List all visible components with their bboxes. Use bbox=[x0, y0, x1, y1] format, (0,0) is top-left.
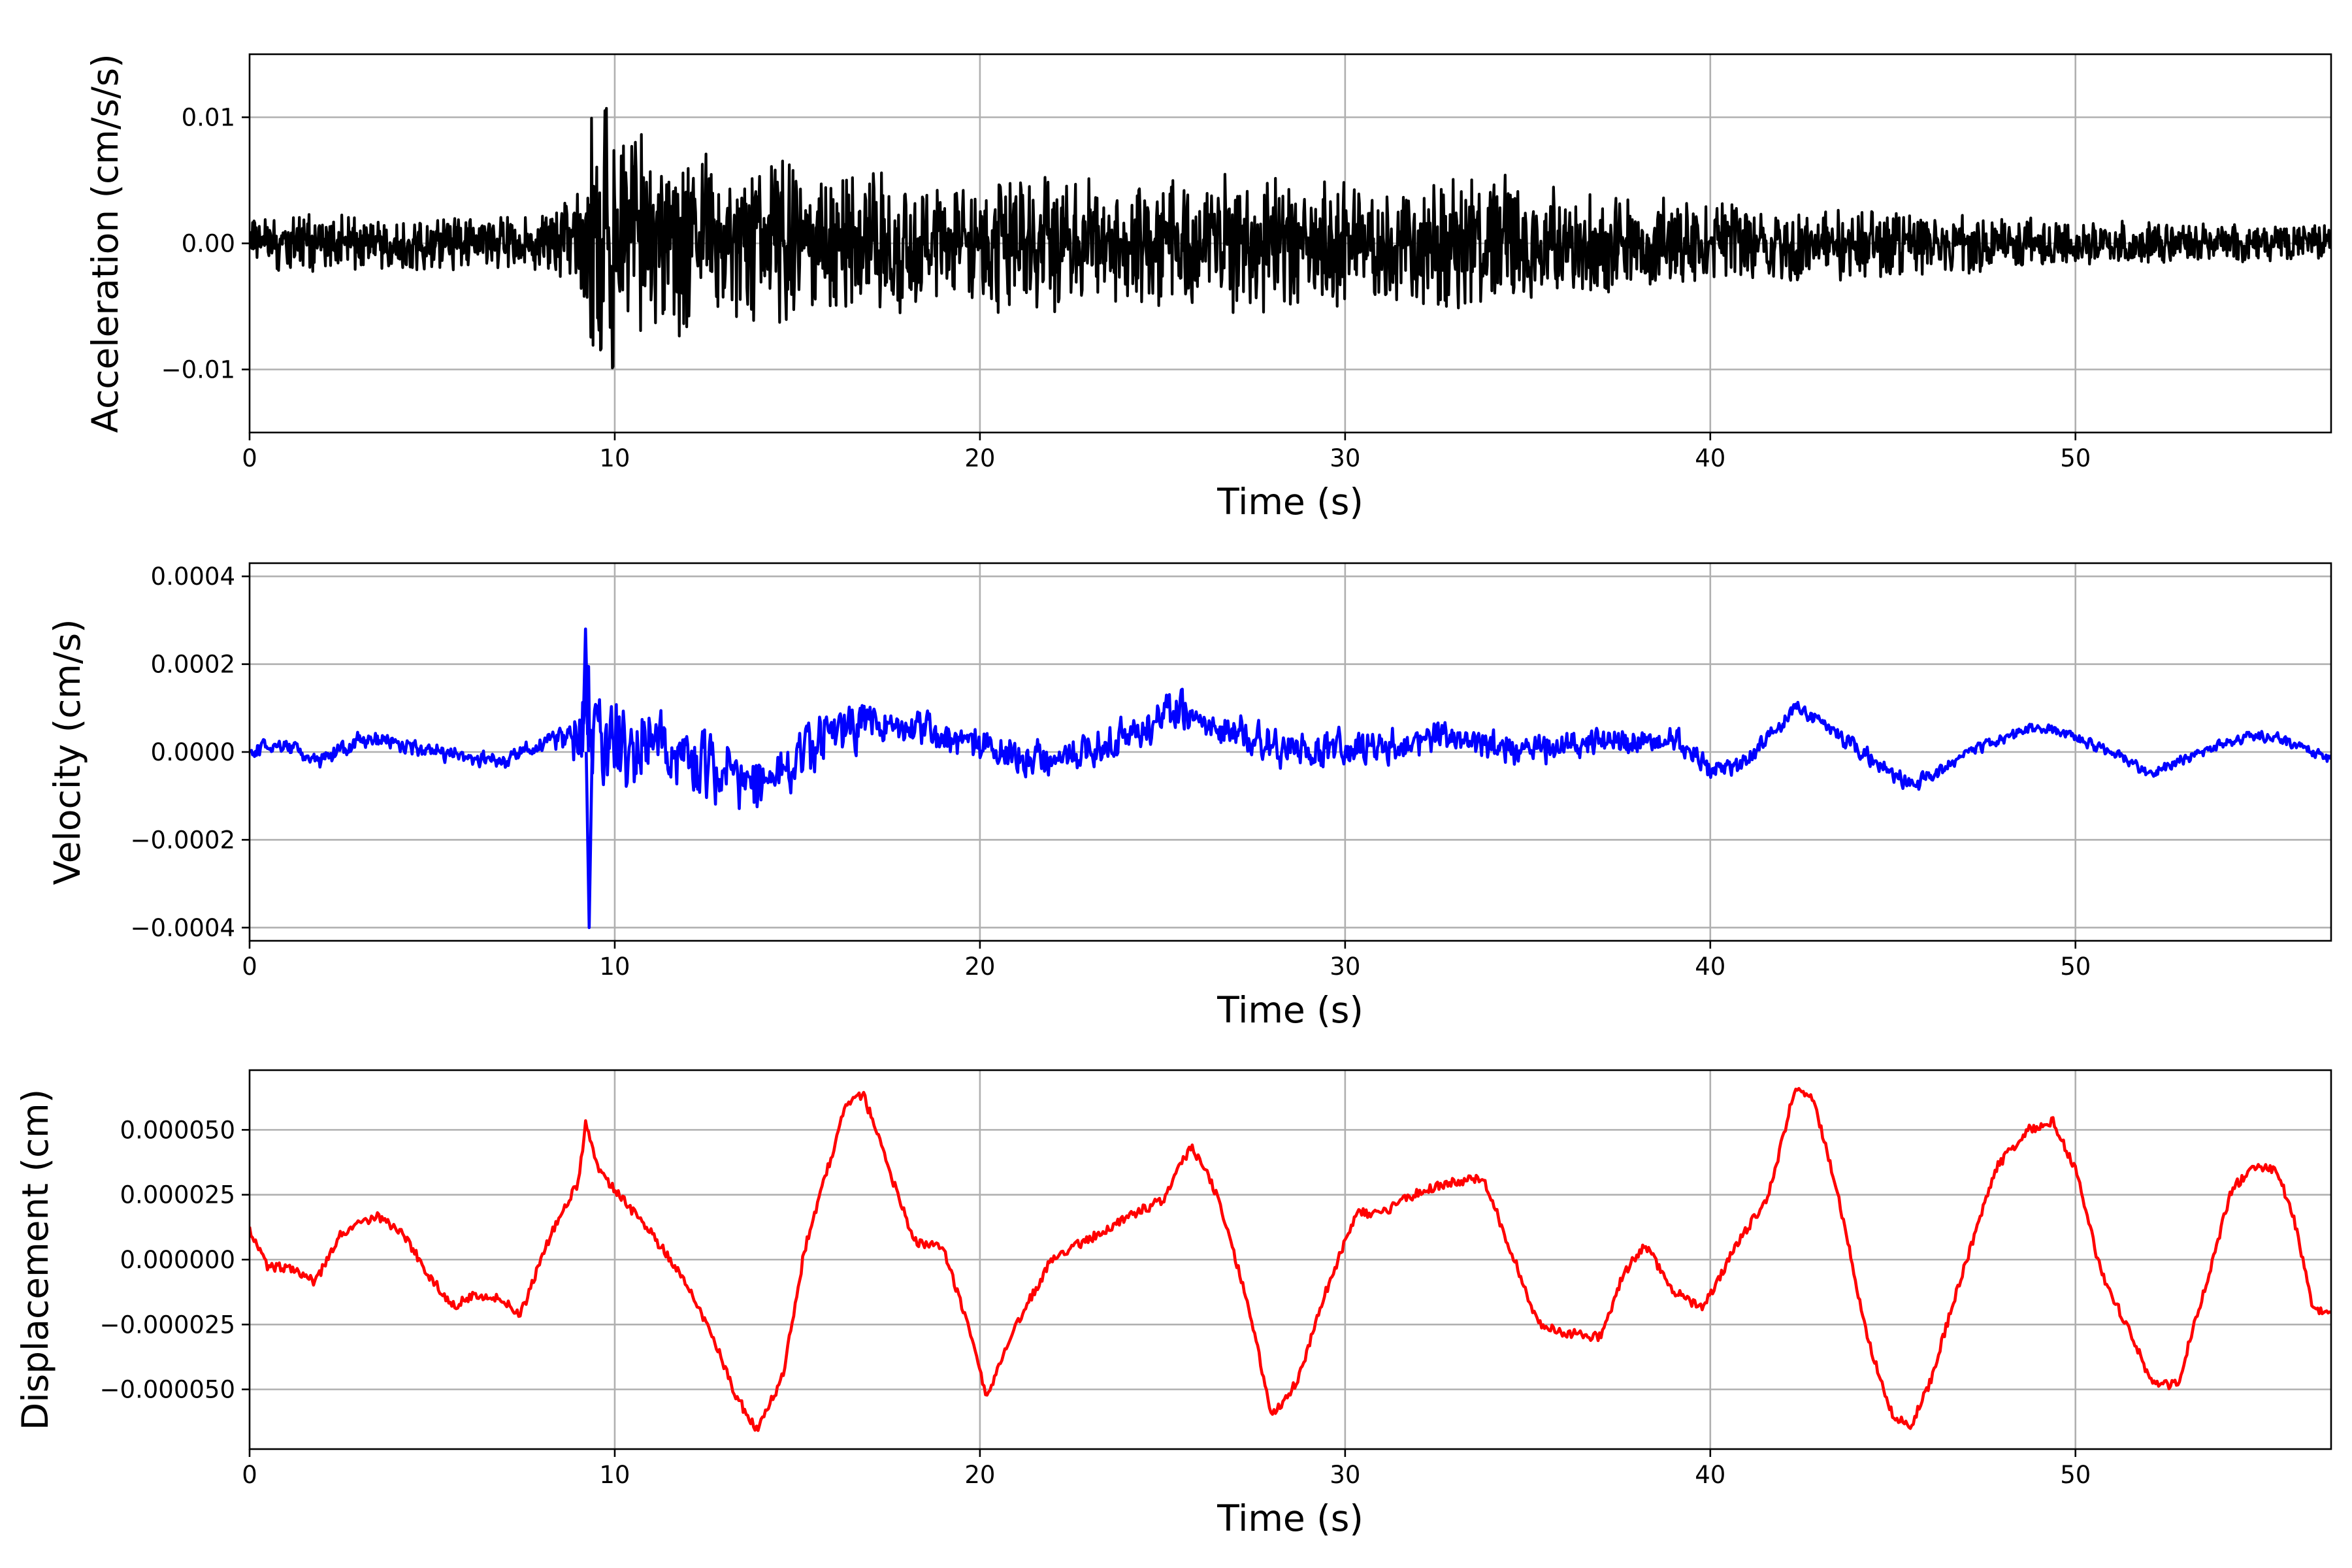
acceleration-y-tick-label: 0.00 bbox=[182, 230, 235, 258]
velocity-y-tick-label: 0.0000 bbox=[151, 738, 235, 766]
displacement-y-tick-label: 0.000050 bbox=[120, 1116, 235, 1144]
acceleration-x-tick-label: 20 bbox=[964, 444, 995, 472]
acceleration-x-tick-label: 50 bbox=[2060, 444, 2091, 472]
displacement-y-tick-label: −0.000025 bbox=[99, 1311, 235, 1339]
displacement-x-tick-label: 0 bbox=[242, 1461, 257, 1489]
acceleration-y-axis-label: Acceleration (cm/s/s) bbox=[84, 54, 126, 433]
displacement-y-tick-label: 0.000000 bbox=[120, 1246, 235, 1274]
velocity-x-tick-label: 10 bbox=[599, 953, 630, 981]
velocity-panel: 0 10 20 30 40 50 −0.0004 −0.0002 0.0000 0.0002 0.0… bbox=[46, 562, 2332, 1031]
displacement-x-tick-label: 30 bbox=[1330, 1461, 1360, 1489]
velocity-y-axis-label: Velocity (cm/s) bbox=[46, 619, 88, 885]
acceleration-x-tick-label: 0 bbox=[242, 444, 257, 472]
displacement-panel: 0 10 20 30 40 50 −0.000050 −0.000025 0.000000 0.0… bbox=[14, 1069, 2332, 1539]
displacement-y-tick-label: −0.000050 bbox=[99, 1376, 235, 1404]
acceleration-x-tick-label: 40 bbox=[1695, 444, 1725, 472]
displacement-x-tick-label: 10 bbox=[599, 1461, 630, 1489]
acceleration-x-tick-label: 30 bbox=[1330, 444, 1360, 472]
acceleration-x-tick-label: 10 bbox=[599, 444, 630, 472]
displacement-x-tick-label: 20 bbox=[964, 1461, 995, 1489]
velocity-x-axis-label: Time (s) bbox=[1217, 989, 1364, 1031]
velocity-x-tick-label: 30 bbox=[1330, 953, 1360, 981]
displacement-x-tick-label: 40 bbox=[1695, 1461, 1725, 1489]
displacement-series-line bbox=[250, 1086, 2331, 1432]
velocity-y-tick-label: 0.0004 bbox=[151, 563, 235, 591]
velocity-x-tick-label: 0 bbox=[242, 953, 257, 981]
acceleration-panel: 0 10 20 30 40 50 −0.01 0.00 0.01 Time (s) Accelera… bbox=[84, 53, 2332, 523]
velocity-x-tick-label: 20 bbox=[964, 953, 995, 981]
velocity-x-tick-label: 40 bbox=[1695, 953, 1725, 981]
velocity-x-tick-label: 50 bbox=[2060, 953, 2091, 981]
acceleration-y-tick-label: −0.01 bbox=[161, 356, 235, 384]
acceleration-x-axis-label: Time (s) bbox=[1217, 481, 1364, 523]
acceleration-y-tick-label: 0.01 bbox=[182, 104, 235, 132]
velocity-y-tick-label: −0.0004 bbox=[131, 914, 235, 942]
displacement-x-axis-label: Time (s) bbox=[1217, 1497, 1364, 1539]
velocity-y-tick-label: −0.0002 bbox=[131, 826, 235, 854]
displacement-y-tick-label: 0.000025 bbox=[120, 1181, 235, 1209]
acceleration-series-line bbox=[250, 106, 2331, 370]
velocity-y-tick-label: 0.0002 bbox=[151, 651, 235, 679]
displacement-y-axis-label: Displacement (cm) bbox=[14, 1089, 56, 1430]
displacement-x-tick-label: 50 bbox=[2060, 1461, 2091, 1489]
velocity-series-line bbox=[250, 627, 2331, 930]
